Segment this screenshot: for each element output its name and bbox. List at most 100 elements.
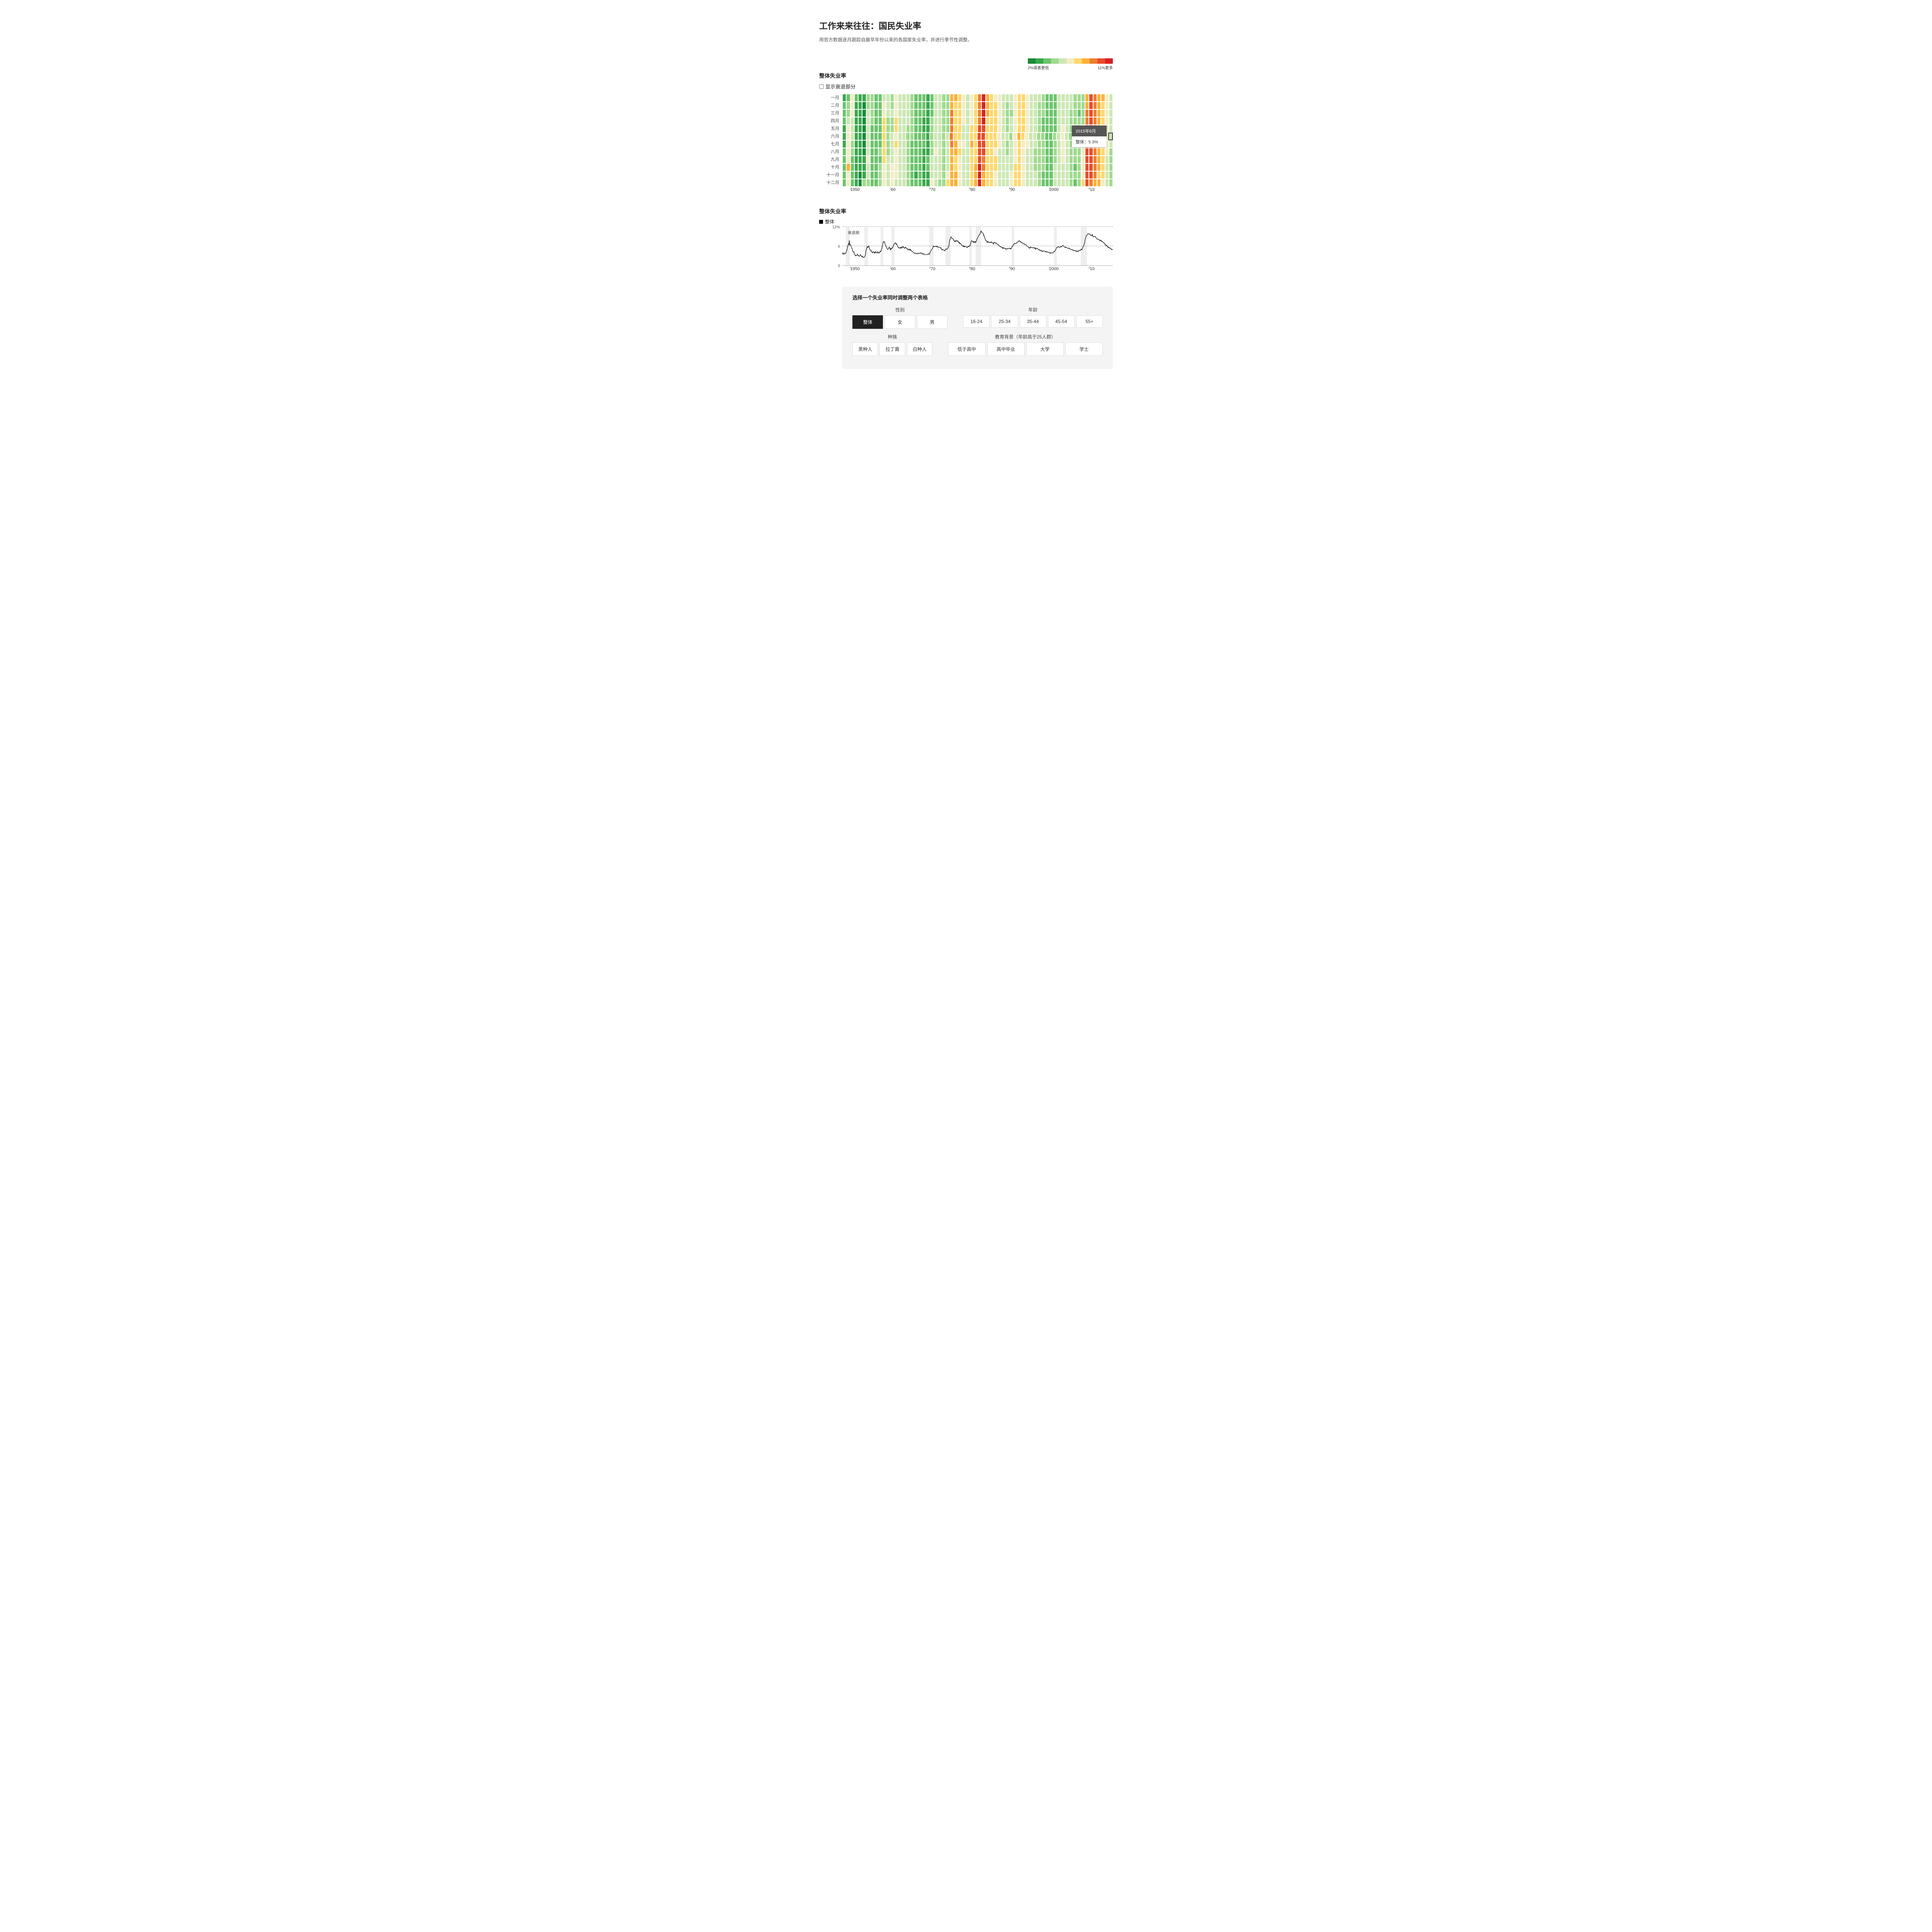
heatmap-cell[interactable] [902,94,906,102]
heatmap-cell[interactable] [866,156,870,163]
heatmap-cell[interactable] [1101,171,1105,179]
heatmap-cell[interactable] [922,148,926,156]
heatmap-cell[interactable] [1065,148,1069,156]
heatmap-cell[interactable] [1041,117,1045,125]
heatmap-cell[interactable] [894,148,898,156]
heatmap-cell[interactable] [1033,117,1037,125]
heatmap-cell[interactable] [1041,171,1045,179]
heatmap-cell[interactable] [918,140,922,148]
heatmap-cell[interactable] [966,102,969,109]
heatmap-cell[interactable] [934,156,938,163]
heatmap-cell[interactable] [1065,102,1069,109]
heatmap-cell[interactable] [886,171,890,179]
filter-age-35-44[interactable]: 35-44 [1020,315,1046,328]
heatmap-cell[interactable] [1073,102,1077,109]
heatmap-cell[interactable] [1045,148,1049,156]
heatmap-cell[interactable] [1002,140,1005,148]
heatmap-cell[interactable] [926,125,930,133]
heatmap-cell[interactable] [842,156,846,163]
heatmap-cell[interactable] [993,94,997,102]
heatmap-cell[interactable] [986,148,990,156]
heatmap-cell[interactable] [1097,109,1101,117]
heatmap-cell[interactable] [1021,140,1025,148]
heatmap-cell[interactable] [1089,102,1093,109]
heatmap-cell[interactable] [898,179,902,187]
heatmap-cell[interactable] [878,179,882,187]
heatmap-cell[interactable] [1037,109,1041,117]
heatmap-cell[interactable] [1109,171,1113,179]
heatmap-cell[interactable] [870,102,874,109]
heatmap-cell[interactable] [866,94,870,102]
heatmap-cell[interactable] [898,109,902,117]
heatmap-cell[interactable] [898,140,902,148]
heatmap-cell[interactable] [890,140,894,148]
filter-age-25-34[interactable]: 25-34 [991,315,1018,328]
heatmap-cell[interactable] [1093,156,1097,163]
heatmap-cell[interactable] [1009,109,1013,117]
heatmap-cell[interactable] [1065,125,1069,133]
heatmap-cell[interactable] [938,179,942,187]
heatmap-cell[interactable] [1037,156,1041,163]
heatmap-cell[interactable] [874,148,878,156]
heatmap-cell[interactable] [934,179,938,187]
heatmap-cell[interactable] [1105,148,1109,156]
heatmap-cell[interactable] [842,171,846,179]
heatmap-cell[interactable] [989,133,993,140]
heatmap-cell[interactable] [950,94,954,102]
heatmap-cell[interactable] [966,140,969,148]
heatmap-cell[interactable] [1033,140,1037,148]
heatmap-cell[interactable] [866,109,870,117]
heatmap-cell[interactable] [914,133,918,140]
heatmap-cell[interactable] [1017,102,1021,109]
heatmap-cell[interactable] [938,109,942,117]
heatmap-cell[interactable] [1073,148,1077,156]
heatmap-cell[interactable] [1037,171,1041,179]
filter-race-black[interactable]: 黑种人 [852,342,878,356]
heatmap-cell[interactable] [1065,117,1069,125]
heatmap-cell[interactable] [1073,179,1077,187]
heatmap-cell[interactable] [974,179,978,187]
heatmap-cell[interactable] [1056,133,1060,140]
heatmap-cell[interactable] [1005,102,1009,109]
heatmap-cell[interactable] [1033,133,1037,140]
heatmap-cell[interactable] [1069,156,1073,163]
heatmap-cell[interactable] [842,102,846,109]
heatmap-cell[interactable] [998,125,1002,133]
heatmap-cell[interactable] [918,179,922,187]
heatmap-cell[interactable] [1041,163,1045,171]
heatmap-cell[interactable] [1061,109,1065,117]
heatmap-cell[interactable] [918,163,922,171]
heatmap-cell[interactable] [1017,148,1021,156]
heatmap-cell[interactable] [1085,102,1089,109]
heatmap-cell[interactable] [1009,171,1013,179]
heatmap-cell[interactable] [890,125,894,133]
heatmap-cell[interactable] [858,148,862,156]
filter-edu-college[interactable]: 大学 [1026,342,1064,356]
heatmap-cell[interactable] [990,102,993,109]
heatmap-cell[interactable] [850,140,854,148]
heatmap-cell[interactable] [862,163,866,171]
heatmap-cell[interactable] [874,94,878,102]
heatmap-cell[interactable] [1105,94,1109,102]
heatmap-cell[interactable] [854,109,858,117]
heatmap-cell[interactable] [850,156,854,163]
heatmap-cell[interactable] [1002,179,1005,187]
heatmap-cell[interactable] [902,109,906,117]
heatmap-cell[interactable] [1085,148,1089,156]
heatmap-cell[interactable] [1005,148,1009,156]
heatmap-cell[interactable] [1045,117,1049,125]
heatmap-cell[interactable] [990,117,993,125]
heatmap-cell[interactable] [1014,125,1017,133]
heatmap-cell[interactable] [962,171,966,179]
heatmap-cell[interactable] [1005,179,1009,187]
heatmap-cell[interactable] [1069,94,1073,102]
heatmap-cell[interactable] [914,179,918,187]
heatmap-cell[interactable] [986,171,990,179]
heatmap-cell[interactable] [950,140,954,148]
heatmap-cell[interactable] [1005,163,1009,171]
heatmap-cell[interactable] [1057,179,1061,187]
heatmap-cell[interactable] [1021,133,1025,140]
heatmap-cell[interactable] [850,171,854,179]
heatmap-cell[interactable] [1017,125,1021,133]
heatmap-cell[interactable] [926,148,930,156]
